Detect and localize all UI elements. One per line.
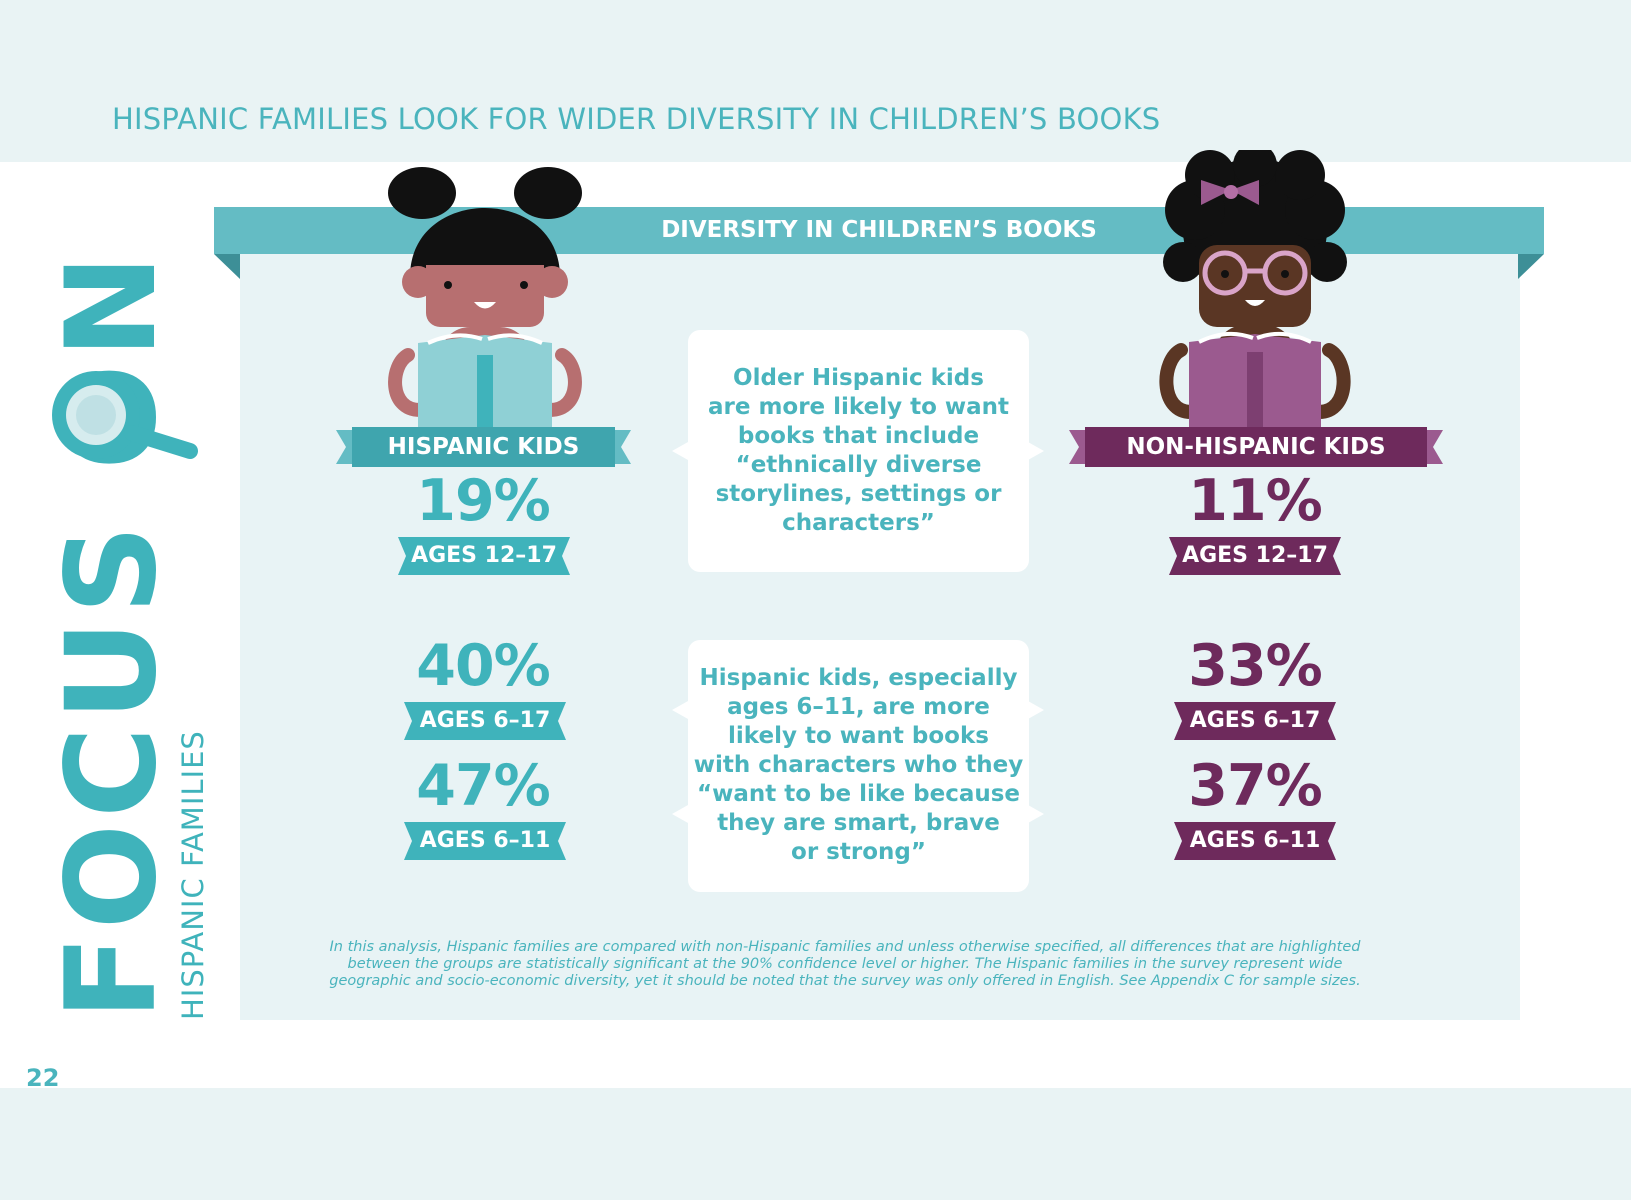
card-line: likely to want books xyxy=(728,723,989,749)
age-ribbon-shape xyxy=(398,537,570,575)
card-line: are more likely to want xyxy=(707,394,1010,420)
hispanic-stat-value: 40% xyxy=(416,633,550,699)
side-heading: FOCUS ON HISPANIC FAMILIES xyxy=(40,249,210,1020)
card-line: “want to be like because xyxy=(696,781,1021,807)
age-ribbon-shape xyxy=(404,822,566,860)
card-line: or strong” xyxy=(791,839,926,865)
page-title: HISPANIC FAMILIES LOOK FOR WIDER DIVERSI… xyxy=(112,102,1161,136)
age-ribbon-shape xyxy=(404,702,566,740)
card-line: storylines, settings or xyxy=(715,481,1002,507)
non-hispanic-age-label: AGES 6–11 xyxy=(1189,828,1321,853)
non-hispanic-age-label: AGES 6–17 xyxy=(1189,708,1321,733)
hispanic-age-label: AGES 6–11 xyxy=(419,828,551,853)
page-number: 22 xyxy=(26,1064,60,1092)
card-line: they are smart, brave xyxy=(717,810,1000,836)
hispanic-label-ribbon-shape xyxy=(336,427,631,467)
card-line: “ethnically diverse xyxy=(735,452,982,478)
magnifier-icon xyxy=(52,371,198,459)
card-line: books that include xyxy=(737,423,980,449)
age-ribbon-shape xyxy=(1174,702,1336,740)
card-line: ages 6–11, are more xyxy=(727,694,990,720)
hispanic-families-subtitle: HISPANIC FAMILIES xyxy=(176,730,210,1020)
footnote-line: geographic and socio-economic diversity,… xyxy=(329,973,1361,989)
non-hispanic-stat-value: 37% xyxy=(1188,753,1322,819)
non-hispanic-label-ribbon-shape xyxy=(1069,427,1443,467)
non-hispanic-kids-label: NON-HISPANIC KIDS xyxy=(1126,434,1386,460)
non-hispanic-stat-value: 33% xyxy=(1188,633,1322,699)
non-hispanic-kid-illustration xyxy=(1159,150,1351,428)
non-hispanic-stat-value: 11% xyxy=(1188,468,1322,534)
footnote: In this analysis, Hispanic families are … xyxy=(290,939,1400,990)
non-hispanic-age-label: AGES 12–17 xyxy=(1182,543,1328,568)
hispanic-age-label: AGES 12–17 xyxy=(411,543,557,568)
card-line: Hispanic kids, especially xyxy=(699,665,1018,691)
hispanic-stat-value: 19% xyxy=(416,468,550,534)
hispanic-kids-label: HISPANIC KIDS xyxy=(387,434,580,460)
hispanic-age-label: AGES 6–17 xyxy=(419,708,551,733)
footer-band xyxy=(0,1088,1631,1200)
card-line: with characters who they xyxy=(693,752,1024,778)
banner-folds xyxy=(214,254,1544,279)
footnote-line: In this analysis, Hispanic families are … xyxy=(329,939,1361,955)
callout-card-younger-kids: Hispanic kids, especially ages 6–11, are… xyxy=(688,640,1029,892)
hispanic-kid-illustration xyxy=(388,167,582,427)
footnote-line: between the groups are statistically sig… xyxy=(347,956,1343,972)
banner-title: DIVERSITY IN CHILDREN’S BOOKS xyxy=(661,217,1097,243)
card-pointers xyxy=(672,442,1044,823)
hispanic-stat-value: 47% xyxy=(416,753,550,819)
age-ribbon-shape xyxy=(1169,537,1341,575)
card-line: characters” xyxy=(782,510,935,536)
callout-card-older-kids: Older Hispanic kids are more likely to w… xyxy=(688,330,1029,572)
card-line: Older Hispanic kids xyxy=(733,365,984,391)
age-ribbon-shape xyxy=(1174,822,1336,860)
page-number-tab xyxy=(0,1062,82,1088)
